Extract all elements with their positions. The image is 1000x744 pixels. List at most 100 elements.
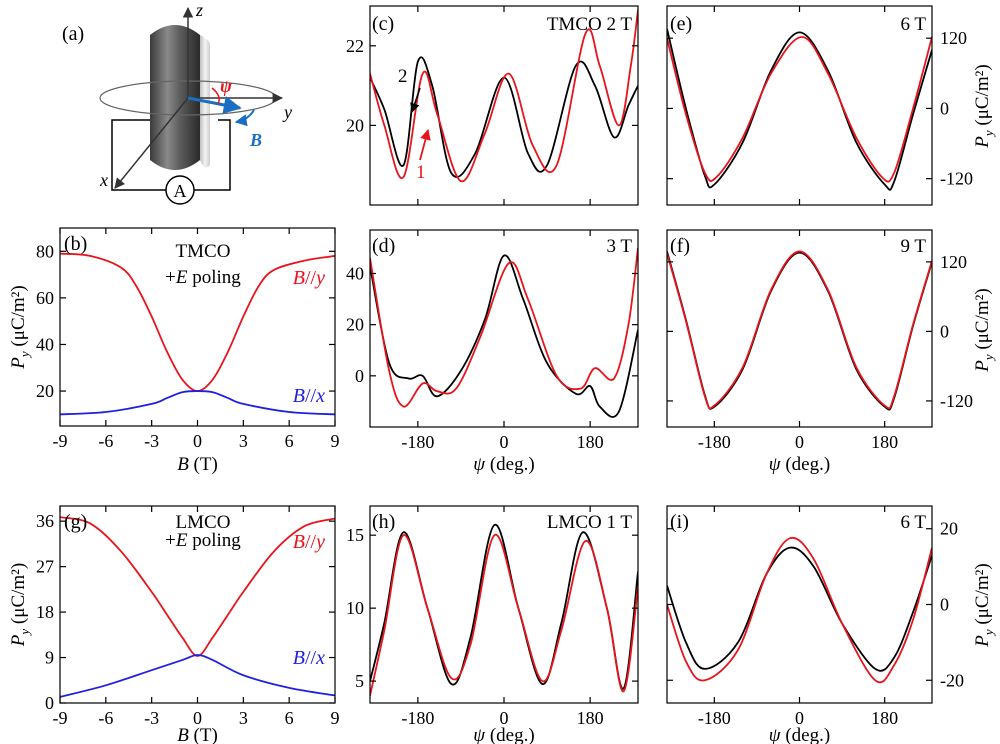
x-tick-label: 0: [193, 708, 202, 728]
panel-d-chart: -180 0 180 0 20 40 ψ (deg.) (d) 3 T: [346, 229, 639, 475]
series-line-g-0: [60, 516, 335, 657]
series-line-c-0: [370, 56, 638, 178]
x-axis-label: ψ (deg.): [769, 454, 830, 475]
panel-label: (h): [372, 511, 395, 533]
y-tick-label: 9: [45, 648, 54, 668]
sweep-label-1: 1: [416, 162, 426, 183]
y-tick-label: 20: [940, 519, 958, 539]
series-line-i-1: [667, 536, 932, 684]
series-line-h-1: [370, 534, 638, 696]
x-axis-label: B (T): [177, 725, 218, 744]
series-line-i-0: [667, 546, 932, 672]
ammeter-icon: [165, 175, 195, 205]
x-axis-label: B (T): [177, 454, 218, 475]
annotation: TMCO: [176, 241, 231, 262]
y-axis-label: Py (μC/m²): [8, 563, 32, 647]
y-tick-label: -120: [940, 391, 973, 411]
x-tick-label: -6: [98, 431, 113, 451]
x-tick-label: 0: [193, 431, 202, 451]
x-tick-label: -9: [53, 708, 68, 728]
y-tick-label: 20: [346, 115, 364, 135]
panel-label: (e): [670, 13, 692, 35]
x-tick-label: -3: [144, 708, 159, 728]
panel-label: (b): [64, 233, 87, 255]
panel-label: (i): [670, 511, 689, 533]
legend-label-red: B//y: [293, 267, 325, 289]
y-tick-label: 20: [36, 381, 54, 401]
y-axis-label: Py (μC/m²): [8, 285, 32, 369]
circuit-wire-left: [111, 119, 166, 191]
annotation: 6 T: [900, 512, 926, 533]
plot-frame: [369, 229, 639, 428]
axis-x-arrow: [114, 97, 189, 189]
sweep-arrow-1: [419, 128, 431, 161]
y-tick-label: 120: [940, 28, 967, 48]
y-tick-label: 40: [346, 263, 364, 283]
series-line-b-1: [60, 390, 335, 416]
x-tick-label: 180: [577, 432, 604, 452]
annotation: 3 T: [606, 236, 632, 257]
y-tick-label: 15: [346, 525, 364, 545]
plot-frame: [666, 229, 933, 428]
annotation: +E poling: [165, 267, 241, 288]
axis-x-label: x: [99, 170, 108, 190]
panel-f-chart: -180 0 180 -120 0 120 ψ (deg.) Py (μC/m²) (f) 9 T: [666, 229, 996, 475]
x-tick-label: 180: [577, 708, 604, 728]
x-tick-label: -9: [53, 431, 68, 451]
x-axis-label: ψ (deg.): [473, 454, 534, 475]
y-tick-label: 40: [36, 334, 54, 354]
x-axis-label: ψ (deg.): [769, 725, 830, 744]
y-tick-label: 0: [940, 321, 949, 341]
panel-label: (g): [64, 511, 87, 533]
annotation: LMCO 1 T: [547, 512, 633, 533]
legend-label-red: B//y: [293, 531, 325, 553]
y-tick-label: 0: [940, 595, 949, 615]
x-tick-label: 180: [871, 432, 898, 452]
x-tick-label: 6: [285, 431, 294, 451]
annotation: LMCO: [176, 512, 231, 533]
x-tick-label: 180: [871, 708, 898, 728]
angle-arc: [211, 87, 220, 105]
x-tick-label: 3: [239, 708, 248, 728]
panel-b-chart: -9 -6 -3 0 3 6 9 20 40 60 80 B (T) Py (μC/m²) (b) TMCO…: [8, 227, 340, 475]
annotation: +E poling: [165, 530, 241, 551]
panel-h-chart: -180 0 180 5 10 15 ψ (deg.) (h) LMCO 1 T: [346, 505, 639, 744]
panel-i-chart: -180 0 180 -20 0 20 ψ (deg.) Py (μC/m²) (i) 6 T: [666, 505, 996, 744]
plot-frame: [666, 505, 933, 704]
ammeter-label: A: [174, 181, 187, 201]
panel-label: (d): [372, 235, 395, 257]
panel-c-chart: 20 22 (c) TMCO 2 T 2 1: [346, 5, 639, 206]
y-axis-label: Py (μC/m²): [972, 563, 996, 647]
panel-label: (c): [372, 13, 394, 35]
annotation: TMCO 2 T: [547, 14, 633, 35]
sweep-arrow-2: [410, 87, 421, 113]
x-tick-label: -180: [401, 708, 434, 728]
y-tick-label: -20: [940, 670, 964, 690]
series-line-d-0: [370, 254, 638, 418]
x-tick-label: 9: [331, 431, 340, 451]
y-axis-label: Py (μC/m²): [972, 64, 996, 148]
sweep-label-2: 2: [398, 66, 408, 87]
y-tick-label: 60: [36, 288, 54, 308]
x-tick-label: 0: [500, 432, 509, 452]
x-tick-label: 9: [331, 708, 340, 728]
y-tick-label: 0: [45, 693, 54, 713]
series-line-e-1: [667, 36, 932, 183]
y-tick-label: 0: [355, 366, 364, 386]
panel-label: (f): [670, 235, 690, 257]
series-line-d-1: [370, 247, 638, 408]
x-tick-label: -180: [698, 708, 731, 728]
x-tick-label: -3: [144, 431, 159, 451]
field-label: B: [249, 130, 262, 150]
y-tick-label: 22: [346, 36, 364, 56]
angle-label: ψ: [220, 76, 233, 96]
y-tick-label: 18: [36, 602, 54, 622]
annotation: 6 T: [900, 14, 926, 35]
y-tick-label: -120: [940, 169, 973, 189]
series-line-e-0: [667, 28, 932, 191]
y-tick-label: 36: [36, 511, 54, 531]
panel-a-schematic: (a) A z y x B ψ: [62, 0, 292, 205]
